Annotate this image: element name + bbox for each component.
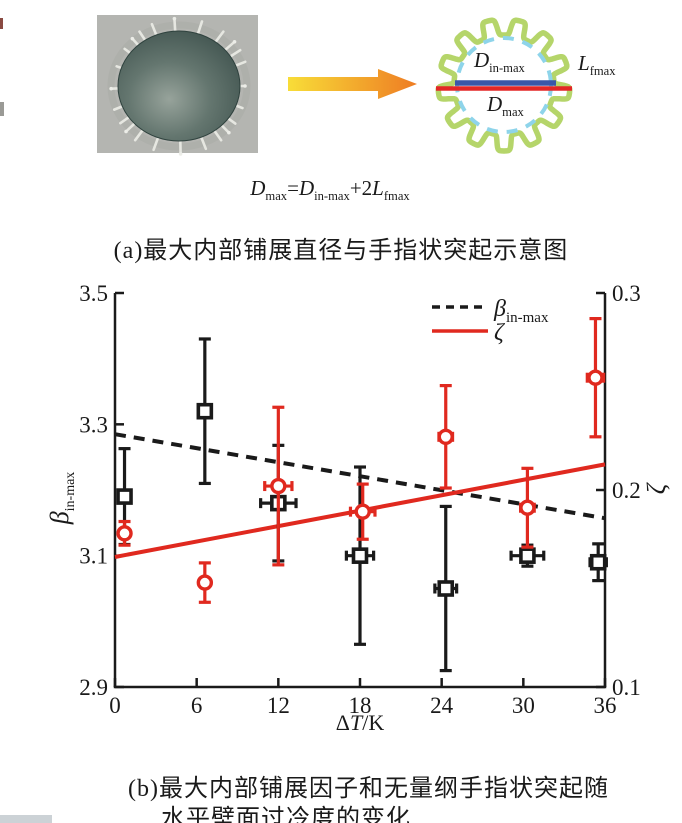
scan-artifact xyxy=(0,102,4,116)
l-fmax-subscript: fmax xyxy=(589,64,616,79)
finger-droplet xyxy=(109,86,113,91)
x-tick-label: 6 xyxy=(191,693,203,718)
caption-a: (a)最大内部铺展直径与手指状突起示意图 xyxy=(113,238,569,264)
beta-in-max-data-point xyxy=(437,580,455,597)
zeta-data-point xyxy=(116,525,133,542)
caption-b-line2: 水平壁面过冷度的变化 xyxy=(161,806,411,823)
legend-zeta-label: ζ xyxy=(494,320,506,346)
y-left-tick-label: 3.5 xyxy=(79,281,108,306)
beta-in-max-data-point xyxy=(196,402,214,420)
per-kelvin: /K xyxy=(362,710,385,735)
legend-beta-in-max-label: βin-max xyxy=(493,296,549,326)
beta-in-max-data-point xyxy=(351,547,369,564)
zeta-data-point xyxy=(519,499,536,516)
zeta-symbol: ζ xyxy=(642,483,671,495)
droplet-photo xyxy=(97,15,258,156)
finger-droplet xyxy=(232,40,237,44)
y-right-tick-label: 0.1 xyxy=(612,675,641,700)
finger-droplet xyxy=(178,152,183,156)
beta-in-max-series xyxy=(116,337,608,673)
beta-in-max-data-point xyxy=(116,488,133,505)
d-in-subscript: in-max xyxy=(489,61,525,76)
scan-artifact xyxy=(0,18,3,29)
scan-artifact xyxy=(0,815,52,823)
finger-droplet xyxy=(130,36,135,41)
y-right-tick-label: 0.2 xyxy=(612,478,641,503)
y-left-tick-label: 3.1 xyxy=(79,544,108,569)
equation-rhs2-sub: fmax xyxy=(383,189,410,204)
finger-droplet xyxy=(243,84,247,88)
zeta-data-point xyxy=(196,574,214,591)
equals-sign: = xyxy=(287,176,299,200)
x-tick-label: 0 xyxy=(109,693,121,718)
equation-dmax: Dmax=Din-max+2Lfmax xyxy=(180,176,480,204)
x-tick-label: 18 xyxy=(349,693,372,718)
equation-rhs1: D xyxy=(298,176,315,200)
gear-schematic xyxy=(435,17,573,154)
x-tick-label: 24 xyxy=(430,693,454,718)
label-l-fmax: Lfmax xyxy=(578,51,616,79)
x-tick-label: 30 xyxy=(512,693,535,718)
x-tick-label: 36 xyxy=(594,693,617,718)
y-axis-label-right: ζ xyxy=(642,484,672,495)
finger-droplet xyxy=(172,16,177,21)
caption-b-line1: (b)最大内部铺展因子和无量纲手指状突起随 xyxy=(128,776,609,802)
d-symbol: D xyxy=(487,92,503,116)
equation-rhs2: L xyxy=(372,176,384,200)
beta-in-max-data-point xyxy=(519,547,536,564)
l-symbol: L xyxy=(578,51,590,75)
schematic-illustration xyxy=(0,15,573,156)
d-max-subscript: max xyxy=(502,105,524,120)
zeta-data-point xyxy=(587,369,604,386)
beta-symbol: β xyxy=(45,511,74,525)
x-tick-label: 12 xyxy=(267,693,290,718)
y-axis-label-left: βin-max xyxy=(45,471,79,525)
x-axis-label: ΔT/K xyxy=(260,710,460,736)
zeta-series xyxy=(116,317,606,604)
y-right-tick-label: 0.3 xyxy=(612,281,641,306)
label-d-in-max: Din-max xyxy=(474,48,525,76)
equation-lhs-sub: max xyxy=(265,189,288,204)
beta-subscript: in-max xyxy=(63,471,79,512)
y-left-tick-label: 3.3 xyxy=(79,412,108,437)
y-left-tick-label: 2.9 xyxy=(79,675,108,700)
delta-symbol: Δ xyxy=(335,710,350,735)
d-symbol: D xyxy=(474,48,490,72)
t-symbol: T xyxy=(349,710,363,735)
dual-axis-chart: 0 6 12 18 24 30 36 2.9 3.1 3.3 3.5 0.1 0.2 0.3 βin-max… xyxy=(79,281,641,718)
equation-rhs1-sub: in-max xyxy=(314,189,350,204)
axes xyxy=(113,291,607,689)
finger-droplet xyxy=(227,130,231,135)
label-d-max: Dmax xyxy=(487,92,524,120)
beta-in-max-data-point xyxy=(589,553,607,571)
arrow-right-icon xyxy=(288,69,417,99)
finger-droplet xyxy=(124,129,128,134)
plus-term: +2 xyxy=(349,176,373,200)
zeta-data-point xyxy=(354,503,371,520)
zeta-data-point xyxy=(270,477,287,495)
zeta-data-point xyxy=(437,428,454,446)
equation-lhs: D xyxy=(250,176,266,200)
